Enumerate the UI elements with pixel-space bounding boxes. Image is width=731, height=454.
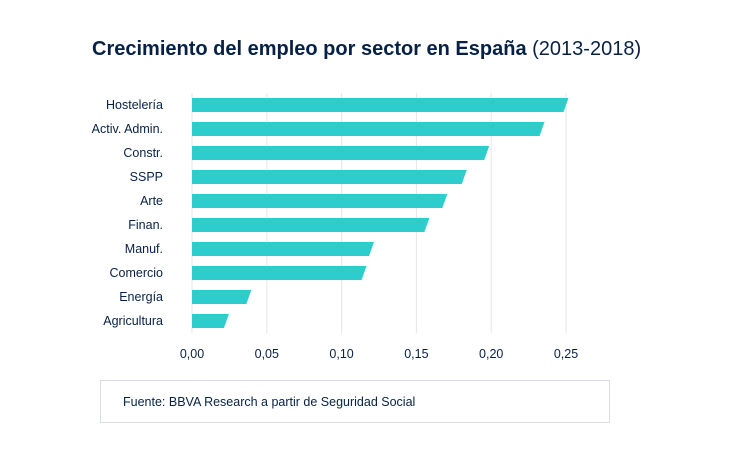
category-label: Agricultura [103, 314, 163, 328]
category-label: Arte [140, 194, 163, 208]
chart-title-period: (2013-2018) [532, 38, 642, 60]
bar [192, 290, 252, 304]
bar [192, 146, 490, 160]
bar [192, 314, 229, 328]
bar [192, 170, 467, 184]
x-tick-label: 0,10 [329, 347, 353, 361]
source-box: Fuente: BBVA Research a partir de Seguri… [100, 380, 610, 423]
chart-title-main: Crecimiento del empleo por sector en Esp… [92, 38, 527, 60]
category-label: Activ. Admin. [92, 122, 163, 136]
category-label: SSPP [130, 170, 163, 184]
category-label: Hostelería [106, 98, 163, 112]
bar [192, 218, 430, 232]
category-label: Constr. [123, 146, 163, 160]
x-tick-label: 0,05 [255, 347, 279, 361]
chart-title: Crecimiento del empleo por sector en Esp… [92, 38, 641, 61]
bar [192, 242, 375, 256]
category-label: Manuf. [125, 242, 163, 256]
x-tick-label: 0,15 [404, 347, 428, 361]
source-text: Fuente: BBVA Research a partir de Seguri… [123, 395, 416, 409]
category-label: Energía [119, 290, 163, 304]
x-tick-label: 0,25 [554, 347, 578, 361]
bar [192, 194, 448, 208]
category-label: Comercio [110, 266, 164, 280]
x-tick-label: 0,00 [180, 347, 204, 361]
x-tick-label: 0,20 [479, 347, 503, 361]
bar [192, 122, 545, 136]
bar [192, 266, 367, 280]
bar [192, 98, 569, 112]
category-label: Finan. [128, 218, 163, 232]
